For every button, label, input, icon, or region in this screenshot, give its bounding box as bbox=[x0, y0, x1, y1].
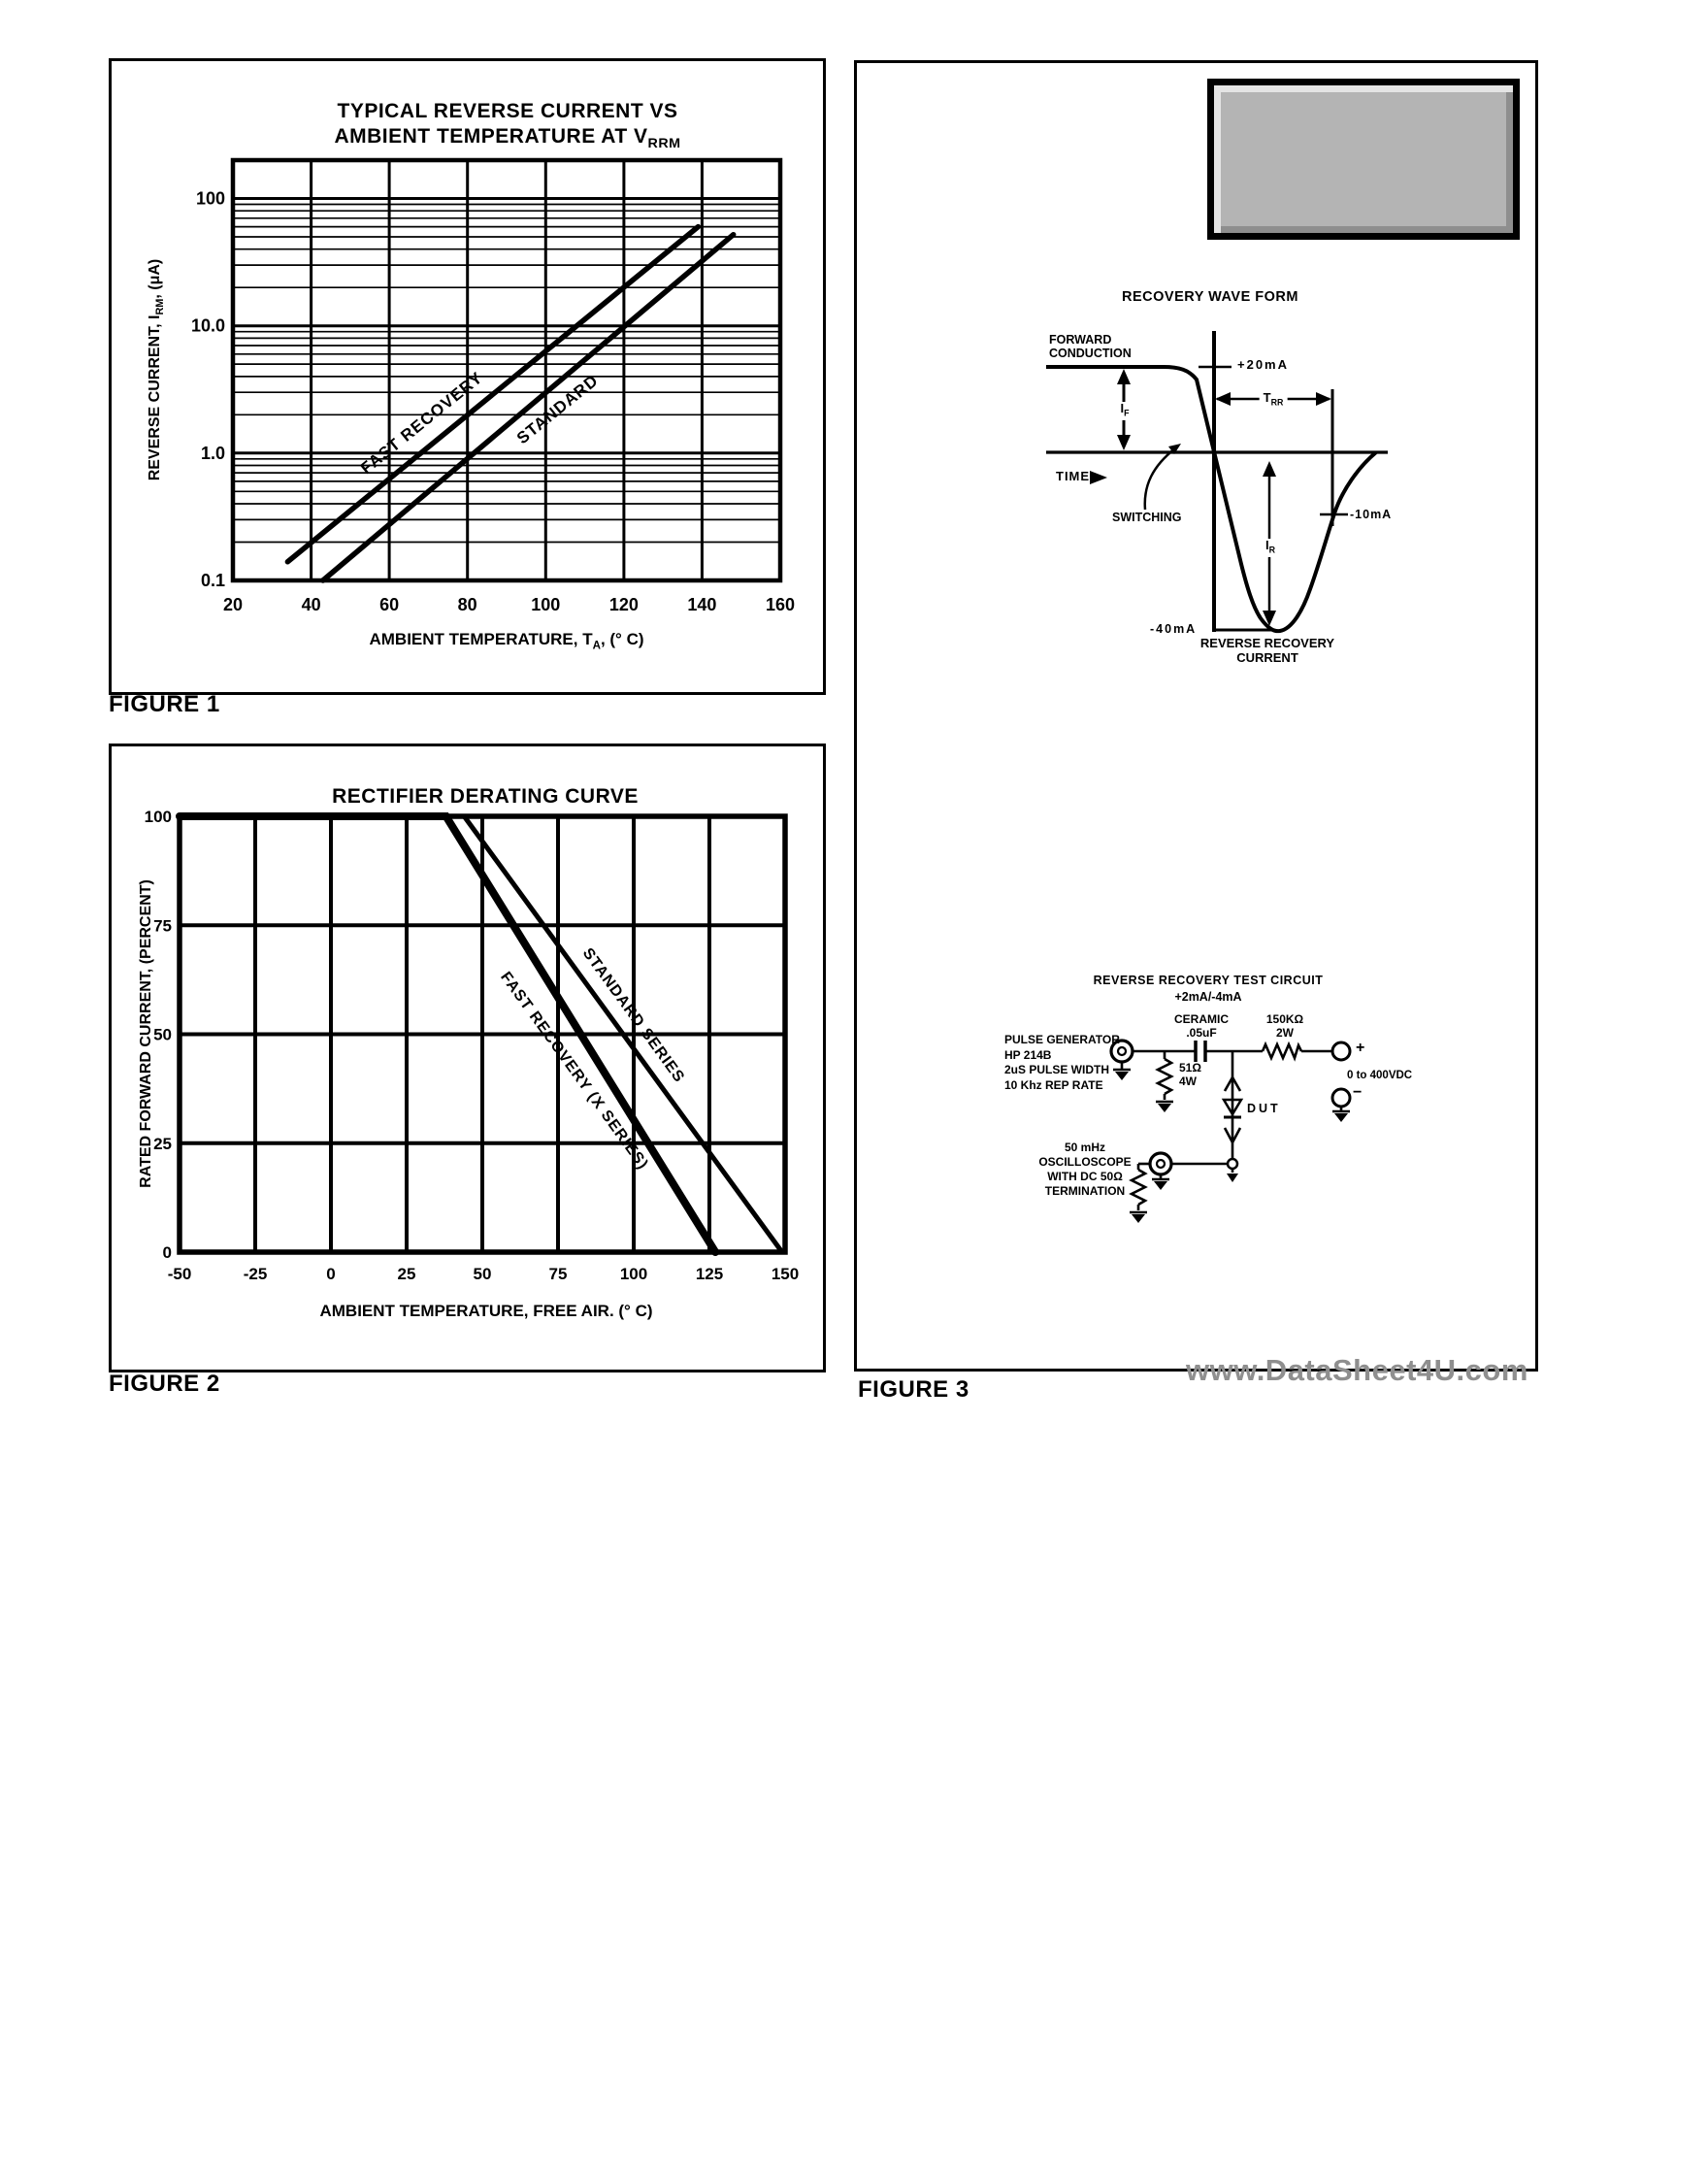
y-tick-label: 0 bbox=[163, 1243, 172, 1262]
pulse-generator-label: PULSE GENERATOR HP 214B 2uS PULSE WIDTH … bbox=[1004, 1033, 1120, 1092]
negative-terminal bbox=[1330, 1087, 1352, 1108]
ir-label: IR bbox=[1261, 539, 1280, 557]
x-tick-label: 0 bbox=[326, 1265, 335, 1283]
x-tick-label: -25 bbox=[244, 1265, 268, 1283]
x-tick-label: 140 bbox=[687, 595, 716, 614]
figure2-panel: RECTIFIER DERATING CURVE -50 -25 0 25 50 75 10… bbox=[109, 744, 826, 1372]
y-tick-label: 100 bbox=[145, 808, 172, 826]
test-circuit-drawing bbox=[1109, 1039, 1352, 1223]
figure1-title-line1: TYPICAL REVERSE CURRENT VS bbox=[337, 100, 678, 122]
dut-label: DUT bbox=[1247, 1102, 1281, 1115]
figure1-y-axis-label: REVERSE CURRENT, IRM, (μA) bbox=[146, 258, 167, 481]
circuit-title: REVERSE RECOVERY TEST CIRCUIT bbox=[1093, 974, 1324, 987]
waveform-title: RECOVERY WAVE FORM bbox=[1122, 289, 1298, 305]
image-placeholder-box bbox=[1207, 79, 1520, 240]
current-arrow-down bbox=[1223, 1127, 1242, 1145]
y-tick-label: 10.0 bbox=[191, 316, 225, 336]
x-tick-label: 60 bbox=[379, 595, 399, 614]
x-tick-label: 160 bbox=[766, 595, 795, 614]
y-tick-label: 50 bbox=[153, 1026, 172, 1044]
figure1-title-line2: AMBIENT TEMPERATURE AT VRRM bbox=[334, 125, 681, 152]
positive-terminal bbox=[1330, 1041, 1352, 1062]
x-tick-label: 100 bbox=[620, 1265, 647, 1283]
minus-10ma-label: -10mA bbox=[1350, 508, 1393, 521]
figure3-panel: RECOVERY WAVE FORM FORWARD CONDUCTION +2… bbox=[854, 60, 1538, 1372]
figure3-caption: FIGURE 3 bbox=[858, 1376, 969, 1403]
resistor-150k bbox=[1261, 1041, 1303, 1062]
current-arrow-up bbox=[1223, 1074, 1242, 1092]
series-line bbox=[319, 231, 737, 583]
resistor-150k-label: 150KΩ 2W bbox=[1265, 1012, 1304, 1040]
ceramic-cap-label: CERAMIC .05uF bbox=[1174, 1012, 1229, 1040]
y-tick-label: 75 bbox=[153, 916, 172, 935]
x-tick-label: 150 bbox=[772, 1265, 799, 1283]
trr-label: TRR bbox=[1259, 391, 1288, 410]
figure2-x-axis-label: AMBIENT TEMPERATURE, FREE AIR. (° C) bbox=[319, 1302, 653, 1320]
vdc-label: 0 to 400VDC bbox=[1347, 1070, 1413, 1081]
series-line bbox=[177, 813, 785, 1255]
resistor-51ohm bbox=[1155, 1057, 1174, 1096]
if-label: IF bbox=[1116, 402, 1133, 420]
x-tick-label: 25 bbox=[398, 1265, 416, 1283]
figure3-lineart bbox=[1046, 331, 1388, 1223]
circuit-subtitle: +2mA/-4mA bbox=[1174, 990, 1242, 1004]
x-tick-label: 50 bbox=[474, 1265, 492, 1283]
x-tick-label: 100 bbox=[531, 595, 560, 614]
watermark-bottom: www.DataSheet4U.com bbox=[1186, 1353, 1528, 1387]
x-tick-label: -50 bbox=[168, 1265, 192, 1283]
x-tick-label: 120 bbox=[609, 595, 639, 614]
switching-label: SWITCHING bbox=[1112, 511, 1182, 524]
y-tick-label: 100 bbox=[196, 189, 225, 209]
oscilloscope-label: 50 mHz OSCILLOSCOPE WITH DC 50Ω TERMINAT… bbox=[1038, 1141, 1132, 1198]
oscilloscope-connector bbox=[1148, 1151, 1173, 1176]
junction-terminal bbox=[1226, 1157, 1239, 1171]
y-tick-label: 1.0 bbox=[201, 444, 225, 463]
plus-20ma-label: +20mA bbox=[1237, 357, 1289, 372]
termination-resistor bbox=[1129, 1168, 1148, 1207]
x-tick-label: 40 bbox=[302, 595, 321, 614]
figure1-panel: TYPICAL REVERSE CURRENT VS AMBIENT TEMPE… bbox=[109, 58, 826, 695]
figure1-x-axis-label: AMBIENT TEMPERATURE, TA, (° C) bbox=[369, 630, 644, 652]
recovery-waveform-drawing bbox=[1046, 331, 1388, 634]
y-tick-label: 25 bbox=[153, 1135, 172, 1153]
figure2-title: RECTIFIER DERATING CURVE bbox=[332, 785, 639, 808]
plus-terminal-label: + bbox=[1356, 1040, 1365, 1056]
x-tick-label: 125 bbox=[696, 1265, 723, 1283]
resistor-51ohm-label: 51Ω 4W bbox=[1179, 1061, 1201, 1088]
x-tick-label: 20 bbox=[223, 595, 243, 614]
series-line bbox=[284, 223, 702, 565]
reverse-recovery-current-label: REVERSE RECOVERY CURRENT bbox=[1199, 636, 1335, 665]
x-tick-label: 80 bbox=[458, 595, 477, 614]
dut-diode bbox=[1221, 1098, 1244, 1117]
x-tick-label: 75 bbox=[549, 1265, 568, 1283]
figure1-caption: FIGURE 1 bbox=[109, 691, 220, 717]
figure2-y-axis-label: RATED FORWARD CURRENT, (PERCENT) bbox=[138, 879, 154, 1188]
figure2-caption: FIGURE 2 bbox=[109, 1371, 220, 1397]
minus-40ma-label: -40mA bbox=[1150, 622, 1198, 636]
time-label: TIME bbox=[1056, 469, 1091, 483]
y-tick-label: 0.1 bbox=[201, 571, 225, 590]
forward-conduction-label: FORWARD CONDUCTION bbox=[1049, 333, 1132, 360]
minus-terminal-label: − bbox=[1353, 1084, 1363, 1101]
